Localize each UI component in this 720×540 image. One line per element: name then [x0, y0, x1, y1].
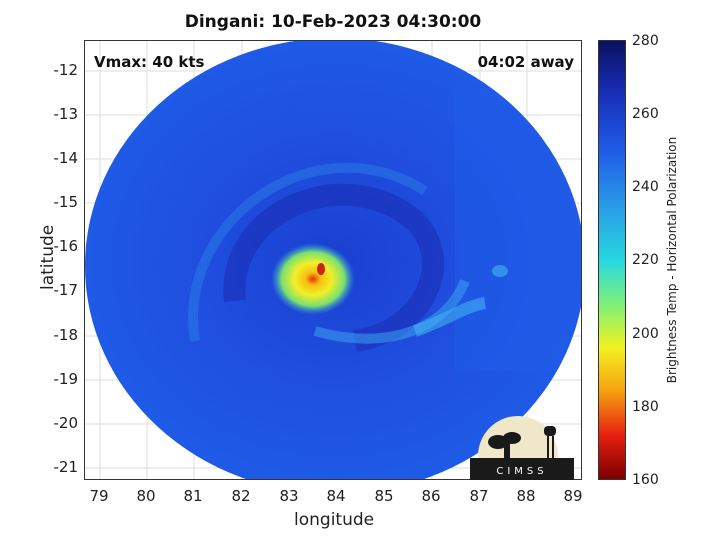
x-tick-label: 79 [89, 487, 109, 505]
colorbar-tick-label: 160 [632, 472, 659, 488]
y-tick-label: -19 [53, 370, 79, 388]
map-plot-area [84, 40, 582, 480]
y-tick-label: -16 [53, 237, 79, 255]
colorbar-tick-label: 280 [632, 33, 659, 49]
y-tick-label: -15 [53, 193, 79, 211]
colorbar-tick-label: 200 [632, 326, 659, 342]
x-tick-label: 82 [231, 487, 251, 505]
colorbar-tick-label: 180 [632, 399, 659, 415]
x-tick-label: 83 [279, 487, 299, 505]
vmax-label: Vmax: 40 kts [94, 53, 205, 71]
x-tick-label: 85 [374, 487, 394, 505]
time-away-label: 04:02 away [477, 53, 574, 71]
y-tick-label: -17 [53, 281, 79, 299]
x-tick-label: 81 [183, 487, 203, 505]
x-tick-label: 87 [469, 487, 489, 505]
svg-text:CIMSS: CIMSS [496, 466, 547, 477]
satellite-imagery [85, 41, 581, 479]
x-tick-label: 84 [326, 487, 346, 505]
y-tick-label: -13 [53, 105, 79, 123]
cimss-logo: CIMSS [470, 416, 574, 480]
y-tick-label: -20 [53, 414, 79, 432]
y-tick-label: -18 [53, 326, 79, 344]
x-tick-label: 86 [421, 487, 441, 505]
x-tick-label: 89 [563, 487, 583, 505]
colorbar-tick-label: 240 [632, 179, 659, 195]
y-tick-label: -14 [53, 149, 79, 167]
swath-disk [85, 41, 581, 479]
colorbar-tick-label: 220 [632, 252, 659, 268]
colorbar [598, 40, 626, 480]
colorbar-tick-label: 260 [632, 106, 659, 122]
y-tick-label: -12 [53, 61, 79, 79]
colorbar-label: Brightness Temp - Horizontal Polarizatio… [665, 136, 679, 384]
y-tick-label: -21 [53, 458, 79, 476]
x-axis-label: longitude [294, 510, 375, 530]
x-tick-label: 88 [516, 487, 536, 505]
x-tick-label: 80 [136, 487, 156, 505]
y-axis-label: latitude [38, 224, 58, 290]
map-title: Dingani: 10-Feb-2023 04:30:00 [184, 12, 482, 32]
